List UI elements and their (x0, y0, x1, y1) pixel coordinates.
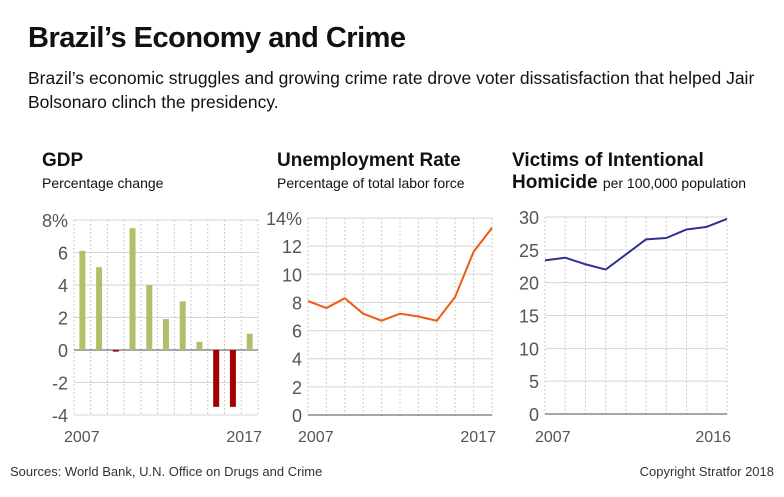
page-subtitle: Brazil’s economic struggles and growing … (28, 68, 755, 112)
page-title: Brazil’s Economy and Crime (28, 22, 406, 54)
y-tick-label: 30 (519, 208, 539, 228)
x-tick-label: 2017 (226, 429, 262, 446)
y-tick-label: 8 (292, 293, 302, 313)
y-tick-label: -2 (52, 374, 68, 394)
y-tick-label: 6 (58, 244, 68, 264)
y-tick-label: 14% (266, 209, 302, 229)
copyright: Copyright Stratfor 2018 (639, 464, 774, 479)
y-tick-label: 25 (519, 241, 539, 261)
homicide-title-line2: Homicide per 100,000 population (512, 172, 746, 194)
bar-2012 (163, 319, 169, 350)
y-tick-label: 12 (282, 237, 302, 257)
x-tick-label: 2007 (64, 429, 100, 446)
series-line (544, 218, 728, 271)
y-tick-label: 0 (58, 341, 68, 361)
y-tick-label: 2 (58, 309, 68, 329)
y-tick-label: 15 (519, 307, 539, 327)
bar-2017 (246, 333, 253, 350)
unemployment-title: Unemployment Rate (277, 150, 461, 171)
y-tick-label: 4 (292, 350, 302, 370)
bar-2009 (112, 350, 119, 352)
y-tick-label: 20 (519, 274, 539, 294)
bar-2013 (179, 301, 186, 350)
bar-2016 (229, 350, 236, 407)
y-tick-label: 0 (529, 405, 539, 425)
bar-2010 (129, 228, 136, 350)
x-tick-label: 2007 (298, 429, 334, 446)
x-tick-label: 2017 (460, 429, 496, 446)
unemployment-subtitle: Percentage of total labor force (277, 175, 465, 191)
bar-2014 (196, 341, 203, 350)
y-tick-label: 0 (292, 406, 302, 426)
x-tick-label: 2016 (695, 429, 731, 446)
bar-2011 (146, 285, 153, 350)
bar-2015 (213, 350, 220, 407)
y-tick-label: 8% (42, 211, 68, 231)
homicide-title-2: Homicide (512, 172, 598, 193)
gdp-subtitle: Percentage change (42, 175, 164, 191)
y-tick-label: 6 (292, 322, 302, 342)
y-tick-label: 5 (529, 372, 539, 392)
y-tick-label: 4 (58, 276, 68, 296)
homicide-subtitle: per 100,000 population (602, 175, 747, 191)
gdp-title: GDP (42, 150, 84, 171)
x-tick-label: 2007 (535, 429, 571, 446)
sources: Sources: World Bank, U.N. Office on Drug… (10, 464, 323, 479)
bar-2008 (96, 267, 103, 350)
y-tick-label: 10 (282, 265, 302, 285)
bar-2007 (79, 250, 86, 350)
y-tick-label: -4 (52, 406, 68, 426)
homicide-title: Victims of Intentional (512, 150, 704, 171)
y-tick-label: 2 (292, 378, 302, 398)
y-tick-label: 10 (519, 339, 539, 359)
